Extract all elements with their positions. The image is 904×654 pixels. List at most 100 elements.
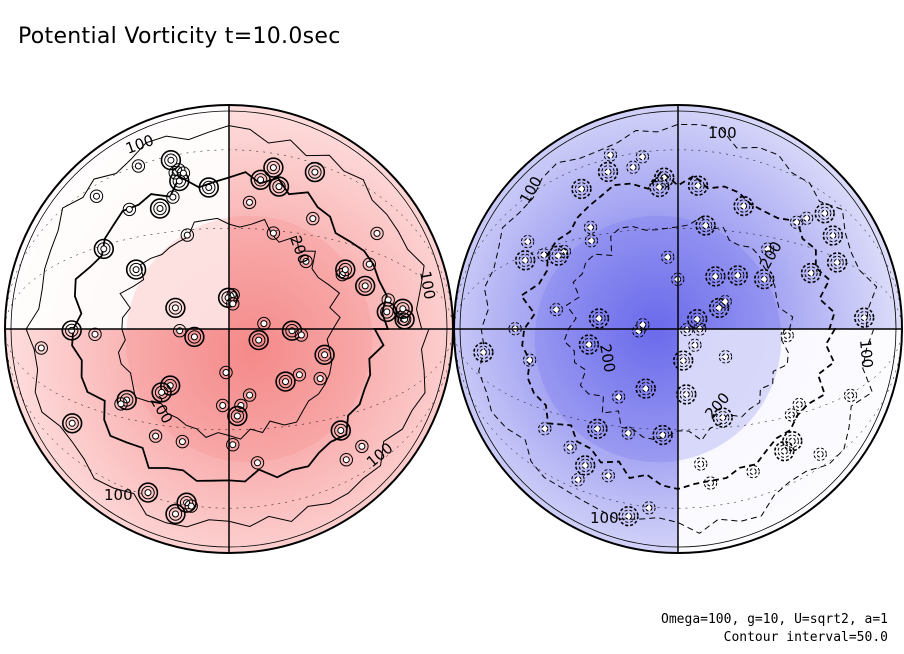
vortex	[784, 408, 799, 422]
vortex	[184, 499, 198, 513]
contour-line	[25, 125, 430, 528]
vortex	[636, 318, 650, 332]
contour-label: 100	[590, 509, 619, 527]
vortex	[176, 166, 191, 180]
vortex	[257, 316, 271, 331]
vortex	[584, 234, 599, 248]
vortex	[695, 215, 716, 236]
vortex	[61, 413, 83, 434]
vortex	[165, 297, 186, 319]
vortex	[522, 353, 537, 367]
vortex	[175, 434, 190, 449]
graticule	[454, 227, 902, 431]
vortex	[814, 203, 835, 224]
contour-label: 100	[104, 486, 133, 504]
contour-label: 100	[416, 270, 439, 301]
left-hemisphere	[5, 105, 453, 553]
contour-label: 200	[596, 343, 619, 374]
contour-line	[117, 217, 341, 440]
vortex	[626, 160, 640, 175]
vortex	[652, 424, 673, 446]
vortex	[537, 248, 551, 262]
vortex	[583, 220, 598, 235]
vortex	[166, 190, 180, 204]
vortex	[88, 327, 102, 341]
vortex	[712, 407, 733, 428]
parameters-annotation: Omega=100, g=10, U=sqrt2, a=1	[661, 612, 888, 627]
contour-line	[519, 170, 837, 490]
vortex	[266, 226, 281, 240]
vortex	[782, 431, 803, 452]
vortex	[618, 506, 639, 527]
vortex	[122, 202, 137, 217]
vortex	[672, 350, 694, 371]
vortex	[148, 429, 163, 443]
vortex	[649, 176, 670, 198]
vortex	[520, 234, 535, 249]
graticule	[5, 227, 453, 431]
contour-interval-annotation: Contour interval=50.0	[723, 630, 888, 645]
vortex	[597, 161, 619, 183]
vortex	[34, 341, 48, 355]
vortex	[780, 328, 794, 343]
contour-line	[71, 171, 390, 483]
vortex	[642, 501, 656, 515]
contour-label: 100	[708, 124, 737, 142]
vortex	[826, 252, 848, 273]
vortex	[705, 266, 726, 287]
vortex	[635, 150, 650, 164]
vortex	[822, 225, 843, 246]
vortex	[370, 226, 384, 241]
vortex	[853, 307, 875, 328]
vortex	[165, 503, 186, 525]
vortex	[137, 482, 159, 503]
vortex	[184, 326, 205, 348]
vortex	[688, 338, 702, 352]
vortex	[226, 438, 240, 452]
vortex	[563, 440, 577, 454]
vortex	[248, 329, 269, 351]
vortex	[151, 382, 172, 403]
vortex	[547, 245, 569, 266]
vortex	[538, 422, 552, 436]
vortex	[89, 189, 104, 203]
vortex	[733, 195, 754, 217]
vortex	[299, 254, 313, 269]
vortex	[676, 384, 697, 405]
vortex	[761, 242, 775, 256]
vortex	[125, 259, 147, 280]
contour-line	[563, 216, 794, 442]
vortex	[61, 320, 82, 341]
graticule	[454, 149, 902, 509]
vortex	[250, 456, 265, 470]
vortex	[549, 302, 563, 317]
vortex	[268, 176, 290, 197]
vortex	[198, 177, 220, 198]
vortex	[718, 350, 733, 364]
vortex	[694, 457, 708, 471]
vortex	[313, 371, 327, 386]
vortex	[93, 238, 115, 260]
vortex	[789, 215, 804, 229]
vortex	[703, 476, 718, 490]
vortex	[686, 309, 708, 330]
vortex	[362, 257, 376, 271]
vortex	[661, 250, 675, 264]
vortex	[306, 211, 320, 226]
vortex	[149, 198, 171, 219]
vortex	[242, 195, 257, 210]
contour-line	[478, 123, 878, 534]
vortex	[180, 228, 195, 242]
vortex	[304, 161, 326, 183]
vortex	[376, 301, 397, 323]
vortex	[263, 157, 284, 178]
inner-band	[534, 215, 782, 463]
contour-label: 100	[856, 339, 876, 369]
left-inner-rim	[10, 110, 448, 548]
vortex	[275, 371, 296, 392]
vortex	[746, 464, 760, 479]
vortex	[330, 420, 351, 441]
right-inner-rim	[459, 110, 897, 548]
vortex	[799, 211, 814, 225]
